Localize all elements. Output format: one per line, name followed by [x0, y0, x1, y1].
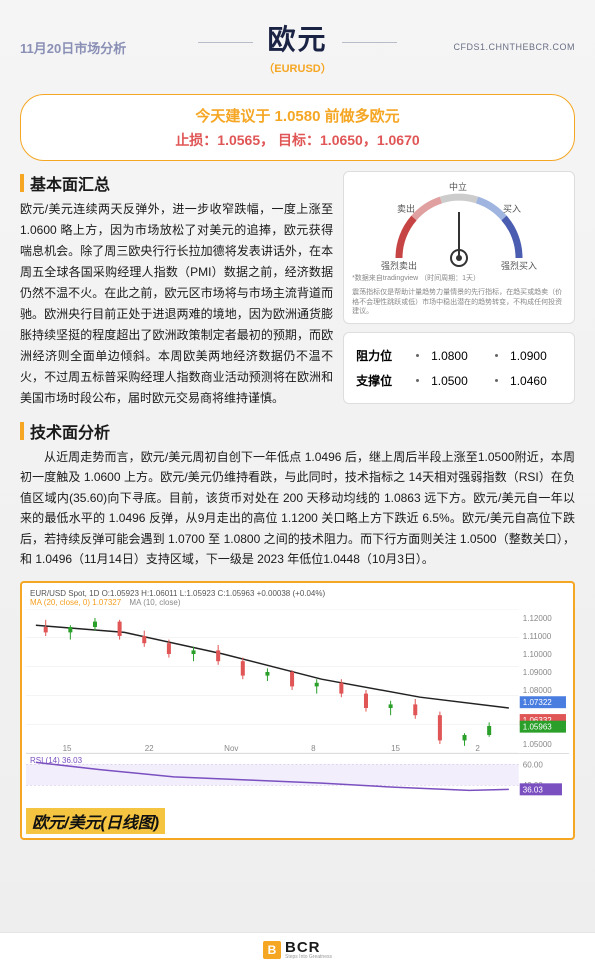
- gauge-sell: 卖出: [397, 202, 415, 215]
- svg-text:1.05000: 1.05000: [523, 740, 553, 749]
- reco-main: 今天建议于 1.0580 前做多欧元: [35, 105, 560, 126]
- sentiment-gauge-box: 中立 卖出 买入 强烈卖出 强烈买入 *数据来自tradingview （时间周…: [343, 171, 575, 324]
- svg-text:Nov: Nov: [224, 744, 238, 753]
- support-1: 1.0500: [431, 374, 483, 388]
- svg-text:1.11000: 1.11000: [523, 632, 552, 641]
- chart-caption: 欧元/美元(日线图): [26, 808, 165, 834]
- svg-text:60.00: 60.00: [523, 761, 544, 770]
- svg-text:1.05963: 1.05963: [523, 723, 553, 732]
- svg-text:15: 15: [391, 744, 400, 753]
- site-url: CFDS1.CHNTHEBCR.COM: [332, 42, 575, 52]
- gauge-note2: 震荡指标仅是帮助计量趋势力量情景的先行指标，在趋买或趋卖（价格不会理性跳跃或低）…: [350, 284, 568, 317]
- svg-text:1.07322: 1.07322: [523, 699, 553, 708]
- footer: B BCR Steps Into Greatness: [0, 932, 595, 966]
- gauge-strong-buy: 强烈买入: [501, 259, 537, 272]
- gauge-buy: 买入: [503, 202, 521, 215]
- technical-body: 从近周走势而言，欧元/美元周初自创下一年低点 1.0496 后，继上周后半段上涨…: [20, 447, 575, 569]
- technical-title: 技术面分析: [30, 419, 110, 443]
- resistance-label: 阻力位: [356, 347, 404, 364]
- technical-section: 技术面分析 从近周走势而言，欧元/美元周初自创下一年低点 1.0496 后，继上…: [0, 409, 595, 575]
- resistance-1: 1.0800: [431, 349, 483, 363]
- chart-container: EUR/USD Spot, 1D O:1.05923 H:1.06011 L:1…: [20, 581, 575, 840]
- page-subtitle: （EURUSD）: [263, 60, 331, 76]
- sentiment-gauge: 中立 卖出 买入 强烈卖出 强烈买入: [379, 180, 539, 270]
- svg-text:1.09000: 1.09000: [523, 668, 553, 677]
- support-label: 支撑位: [356, 372, 404, 389]
- accent-bar: [20, 174, 24, 192]
- reco-levels: 止损：1.0565， 目标：1.0650，1.0670: [35, 130, 560, 150]
- svg-text:2: 2: [475, 744, 480, 753]
- logo-icon: B: [263, 941, 281, 959]
- title-block: 欧元 （EURUSD）: [263, 18, 331, 76]
- svg-text:8: 8: [311, 744, 316, 753]
- rsi-label: RSI (14) 36.03: [30, 756, 82, 765]
- svg-text:1.08000: 1.08000: [523, 686, 553, 695]
- rsi-chart: RSI (14) 36.03 60.0040.0036.03: [26, 754, 569, 806]
- svg-text:1.12000: 1.12000: [523, 614, 553, 623]
- levels-box: 阻力位 1.0800 1.0900 支撑位 1.0500 1.0460: [343, 332, 575, 404]
- resistance-row: 阻力位 1.0800 1.0900: [356, 343, 562, 368]
- fundamental-body: 欧元/美元连续两天反弹外，进一步收窄跌幅，一度上涨至 1.0600 略上方，因为…: [20, 199, 333, 409]
- logo-tagline: Steps Into Greatness: [285, 954, 332, 960]
- support-row: 支撑位 1.0500 1.0460: [356, 368, 562, 393]
- gauge-neutral: 中立: [449, 180, 467, 193]
- page-title: 欧元: [263, 18, 331, 58]
- fundamental-section: 基本面汇总 欧元/美元连续两天反弹外，进一步收窄跌幅，一度上涨至 1.0600 …: [20, 171, 333, 409]
- header: 11月20日市场分析 欧元 （EURUSD） CFDS1.CHNTHEBCR.C…: [0, 0, 595, 82]
- svg-text:1.10000: 1.10000: [523, 650, 553, 659]
- accent-bar: [20, 422, 24, 440]
- gauge-note1: *数据来自tradingview （时间周期：1天）: [350, 270, 568, 284]
- chart-ohlc-header: EUR/USD Spot, 1D O:1.05923 H:1.06011 L:1…: [26, 587, 569, 609]
- svg-text:36.03: 36.03: [523, 786, 544, 795]
- svg-text:22: 22: [145, 744, 154, 753]
- price-chart: 1.130001.120001.110001.100001.090001.080…: [26, 609, 569, 754]
- gauge-strong-sell: 强烈卖出: [381, 259, 417, 272]
- svg-text:15: 15: [63, 744, 72, 753]
- recommendation-box: 今天建议于 1.0580 前做多欧元 止损：1.0565， 目标：1.0650，…: [20, 94, 575, 161]
- resistance-2: 1.0900: [510, 349, 562, 363]
- support-2: 1.0460: [510, 374, 562, 388]
- fundamental-title: 基本面汇总: [30, 171, 110, 195]
- date-label: 11月20日市场分析: [20, 38, 263, 57]
